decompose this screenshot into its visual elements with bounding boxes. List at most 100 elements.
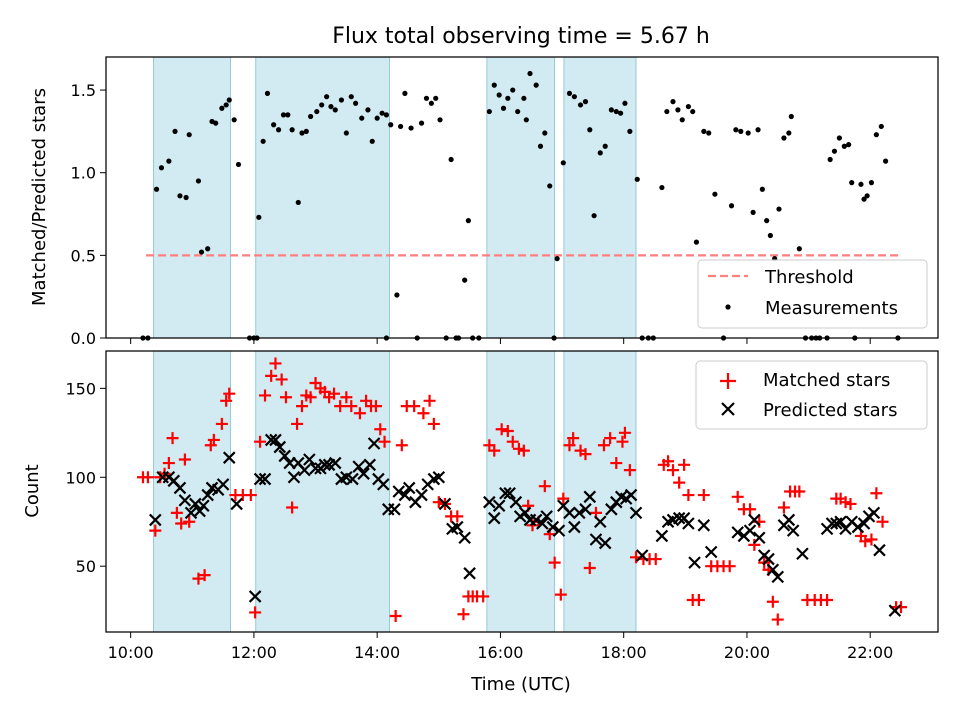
predicted-star-point (552, 524, 566, 537)
matched-star-point (223, 387, 236, 400)
measurement-point (183, 194, 189, 201)
predicted-star-point (579, 503, 592, 516)
matched-star-point (477, 590, 490, 603)
measurement-point (260, 138, 266, 144)
measurements-legend-label: Measurements (765, 298, 898, 319)
measurement-point (177, 193, 183, 199)
measurement-point (235, 161, 242, 168)
count-legend-frame (695, 360, 928, 430)
predicted-star-point (352, 460, 365, 473)
measurement-point (613, 108, 619, 115)
matched-star-point (623, 464, 636, 477)
measurement-point (602, 143, 608, 149)
measurement-point (423, 95, 430, 101)
matched-star-point (304, 391, 317, 404)
matched-star-point (697, 489, 710, 502)
predicted-star-point (483, 495, 496, 509)
measurement-point (158, 165, 165, 171)
measurement-point (448, 156, 454, 163)
measurement-point (172, 128, 178, 134)
predicted-star-point (367, 437, 381, 450)
predicted-star-point (731, 526, 744, 539)
matched-star-point (170, 506, 183, 519)
predicted-star-point (492, 499, 506, 513)
matched-star-point (395, 439, 408, 452)
measurement-point (618, 110, 624, 116)
matched-star-point (876, 515, 889, 528)
matched-star-point (618, 426, 631, 439)
measurement-point (379, 110, 385, 116)
matched-star-point (215, 417, 228, 430)
predicted-star-point (540, 510, 553, 523)
count-y-axis-label: Count (22, 464, 43, 517)
matched-star-point (175, 517, 188, 530)
count-plot-frame (105, 350, 939, 633)
count-y-axis: 50 100 150 (65, 379, 106, 576)
predicted-star-point (762, 552, 775, 566)
matched-star-point (501, 425, 514, 438)
measurement-point (664, 108, 670, 115)
predicted-star-point (287, 470, 301, 484)
matched-star-point (731, 490, 744, 503)
measurement-point (402, 90, 408, 96)
predicted-star-point (298, 463, 311, 477)
predicted-star-point (193, 504, 206, 518)
matched-star-point (744, 503, 757, 516)
measurement-point (733, 127, 739, 133)
measurement-point (571, 94, 577, 100)
measurement-point (365, 107, 371, 113)
measurement-point (759, 186, 765, 192)
predicted-star-point (377, 478, 390, 491)
y-tick-label: 0.0 (71, 329, 96, 348)
measurement-point (280, 112, 287, 118)
predicted-star-point (688, 556, 701, 569)
count-observing-bands (153, 350, 637, 633)
measurement-point (831, 148, 838, 154)
measurement-point (324, 94, 330, 100)
predicted-star-point (458, 531, 471, 545)
measurement-point (764, 218, 770, 224)
measurement-point (505, 95, 511, 101)
matched-star-point (506, 435, 519, 448)
matched-star-point (673, 476, 686, 489)
predicted-star-point (573, 506, 586, 520)
matched-star-point (766, 595, 779, 608)
measurement-point (394, 292, 400, 298)
predicted-star-point (598, 536, 612, 550)
predicted-legend-swatch (721, 402, 735, 416)
measurement-point (397, 123, 404, 130)
matched-star-point (220, 394, 233, 407)
measurement-point (408, 125, 414, 131)
measurement-point (781, 135, 787, 141)
predicted-star-point (655, 529, 669, 543)
y-tick-label: 1.0 (71, 164, 96, 183)
measurement-point (275, 127, 282, 133)
measurement-point (428, 100, 435, 106)
matched-star-point (554, 588, 567, 601)
measurement-point (738, 128, 744, 134)
matched-star-point (244, 489, 257, 502)
matched-legend-swatch (720, 373, 736, 389)
predicted-star-point (357, 467, 370, 480)
measurement-point (231, 117, 237, 123)
measurement-point (728, 203, 735, 209)
predicted-star-point (635, 549, 649, 562)
matched-star-point (548, 556, 561, 569)
matched-star-point (865, 533, 878, 546)
measurement-point (186, 132, 192, 138)
matched-star-point (567, 432, 580, 445)
measurement-point (510, 87, 516, 93)
measurement-point (883, 158, 889, 164)
x-tick-label: 16:00 (477, 643, 523, 662)
predicted-star-point (197, 499, 210, 513)
measurement-point (213, 120, 219, 126)
measurement-point (836, 135, 842, 141)
predicted-star-point (149, 513, 162, 527)
measurement-point (547, 183, 553, 189)
measurement-point (153, 186, 160, 192)
matched-star-point (374, 423, 387, 436)
measurement-point (706, 130, 712, 136)
measurement-point (523, 117, 529, 123)
measurement-point (693, 239, 700, 245)
predicted-star-point (682, 517, 695, 530)
